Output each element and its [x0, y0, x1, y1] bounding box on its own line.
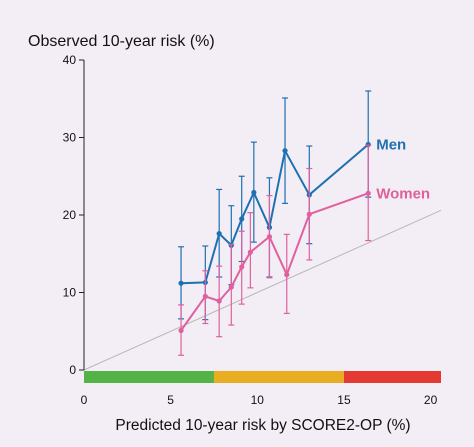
- identity-reference-line: [83, 209, 442, 371]
- series-women: Women: [178, 144, 430, 356]
- risk-band-low: [84, 371, 214, 383]
- x-tick-label: 20: [424, 393, 438, 407]
- women-data-point: [239, 264, 245, 270]
- men-data-point: [216, 231, 222, 237]
- x-axis-title: Predicted 10-year risk by SCORE2-OP (%): [115, 417, 410, 434]
- women-data-point: [306, 211, 312, 217]
- risk-band-high: [343, 371, 441, 383]
- series-men: Men: [178, 90, 406, 321]
- women-data-point: [266, 234, 273, 240]
- y-tick-label: 40: [63, 53, 77, 67]
- y-tick-label: 30: [63, 131, 77, 145]
- women-data-point: [216, 298, 222, 304]
- y-tick-label: 20: [63, 208, 77, 222]
- women-data-point: [178, 327, 184, 334]
- x-tick-label: 5: [167, 393, 174, 407]
- men-data-point: [239, 216, 245, 222]
- y-axis-title: Observed 10-year risk (%): [28, 33, 215, 50]
- y-tick-label: 0: [69, 363, 76, 377]
- men-data-point: [282, 148, 288, 154]
- series-label-men: Men: [376, 136, 406, 153]
- women-line: [180, 192, 369, 332]
- women-data-point: [365, 190, 371, 196]
- women-data-point: [228, 284, 234, 290]
- men-line: [180, 143, 369, 285]
- x-tick-label: 10: [251, 393, 265, 407]
- men-data-point: [251, 189, 257, 196]
- series-label-women: Women: [376, 185, 430, 202]
- x-tick-label: 0: [81, 393, 88, 407]
- x-tick-label: 15: [337, 393, 351, 407]
- women-data-point: [284, 272, 290, 278]
- women-data-point: [202, 293, 208, 299]
- y-tick-label: 10: [63, 286, 77, 300]
- women-data-point: [247, 249, 253, 255]
- men-data-point: [178, 280, 184, 286]
- risk-band-moderate: [213, 371, 344, 383]
